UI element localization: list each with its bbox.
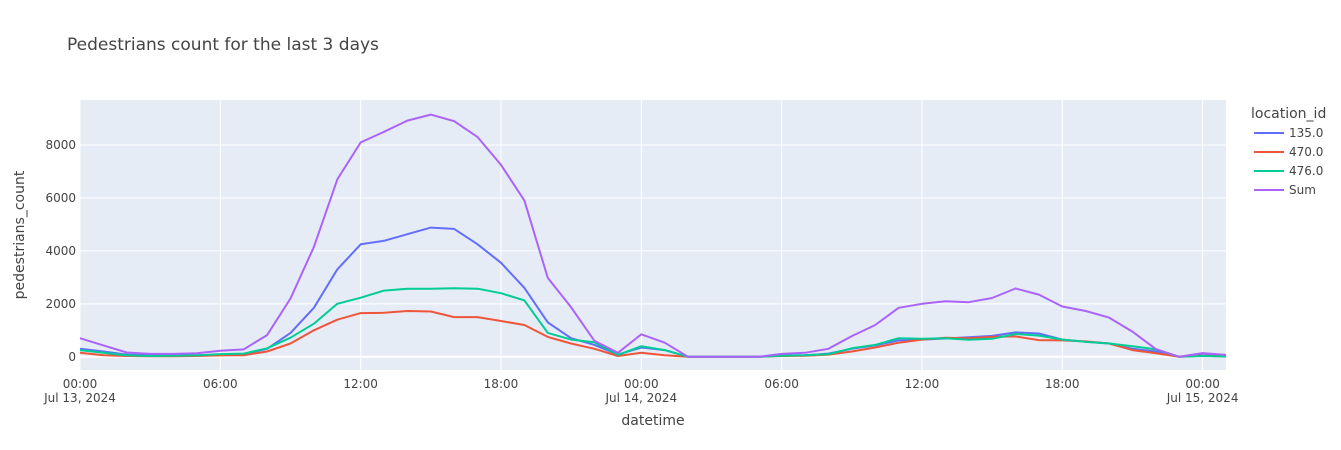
y-tick-label: 6000 bbox=[45, 191, 76, 205]
series-line-470-0 bbox=[79, 310, 1227, 358]
x-tick-label: 18:00 bbox=[1045, 377, 1080, 391]
y-tick-label: 0 bbox=[68, 350, 76, 364]
x-axis-title: datetime bbox=[621, 413, 684, 429]
series-line-sum bbox=[79, 113, 1227, 358]
series-line-476-0 bbox=[79, 287, 1227, 358]
grid bbox=[79, 100, 1226, 370]
legend-item[interactable]: Sum bbox=[1254, 183, 1316, 197]
legend[interactable]: location_id 135.0 470.0 476.0 Sum bbox=[1251, 106, 1326, 197]
x-tick-label: 00:00 bbox=[1185, 377, 1220, 391]
legend-item[interactable]: 470.0 bbox=[1254, 145, 1323, 159]
x-tick-date-label: Jul 15, 2024 bbox=[1166, 391, 1239, 405]
y-tick-label: 8000 bbox=[45, 138, 76, 152]
legend-item[interactable]: 476.0 bbox=[1254, 164, 1323, 178]
legend-label: 135.0 bbox=[1289, 126, 1323, 140]
y-axis-title: pedestrians_count bbox=[12, 170, 28, 299]
x-tick-date-label: Jul 13, 2024 bbox=[43, 391, 116, 405]
y-tick-label: 4000 bbox=[45, 244, 76, 258]
y-axis-ticks: 0 2000 4000 6000 8000 bbox=[45, 138, 76, 364]
x-tick-label: 06:00 bbox=[203, 377, 238, 391]
x-tick-date-label: Jul 14, 2024 bbox=[604, 391, 677, 405]
x-tick-label: 18:00 bbox=[484, 377, 519, 391]
legend-label: 470.0 bbox=[1289, 145, 1323, 159]
x-tick-label: 00:00 bbox=[63, 377, 98, 391]
x-tick-label: 12:00 bbox=[905, 377, 940, 391]
legend-label: Sum bbox=[1289, 183, 1316, 197]
x-tick-label: 06:00 bbox=[764, 377, 799, 391]
legend-item[interactable]: 135.0 bbox=[1254, 126, 1323, 140]
chart-title: Pedestrians count for the last 3 days bbox=[67, 35, 379, 55]
x-tick-label: 12:00 bbox=[343, 377, 378, 391]
x-tick-label: 00:00 bbox=[624, 377, 659, 391]
legend-label: 476.0 bbox=[1289, 164, 1323, 178]
series-layer bbox=[79, 113, 1227, 358]
legend-title: location_id bbox=[1251, 106, 1326, 122]
y-tick-label: 2000 bbox=[45, 297, 76, 311]
plot-area bbox=[80, 100, 1226, 370]
